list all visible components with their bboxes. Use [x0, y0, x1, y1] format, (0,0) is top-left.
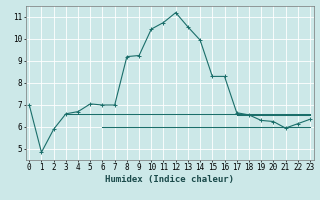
X-axis label: Humidex (Indice chaleur): Humidex (Indice chaleur): [105, 175, 234, 184]
